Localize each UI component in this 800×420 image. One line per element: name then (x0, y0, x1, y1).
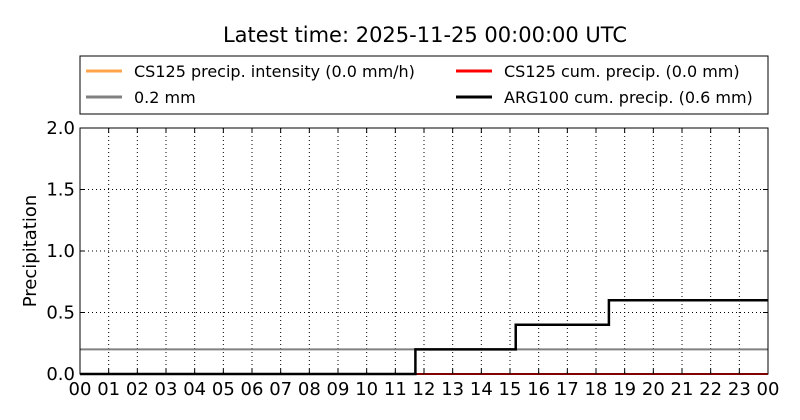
x-tick-label: 19 (613, 379, 636, 400)
x-tick-label: 14 (470, 379, 493, 400)
legend-entry-label: CS125 precip. intensity (0.0 mm/h) (134, 62, 415, 81)
x-tick-label: 11 (384, 379, 407, 400)
x-tick-label: 05 (212, 379, 235, 400)
ticks: 00 01 02 03 04 05 06 07 08 09 10 11 12 13 14 15 16 17 18 19… (46, 118, 779, 400)
grid-lines (80, 128, 768, 374)
x-tick-label: 12 (413, 379, 436, 400)
x-tick-label: 23 (728, 379, 751, 400)
series-line-arg100 (80, 298, 768, 376)
x-tick-label: 04 (183, 379, 206, 400)
legend-entry-label: 0.2 mm (134, 88, 196, 107)
x-tick-label: 06 (241, 379, 264, 400)
x-tick-label: 07 (269, 379, 292, 400)
y-tick-label: 1.0 (46, 241, 75, 262)
y-tick-label: 0.0 (46, 364, 75, 385)
y-tick-label: 0.5 (46, 303, 75, 324)
legend: CS125 precip. intensity (0.0 mm/h) CS125 … (79, 55, 769, 115)
x-tick-label: 08 (298, 379, 321, 400)
series-layer (80, 298, 768, 376)
x-tick-label: 00 (69, 379, 92, 400)
x-tick-label: 03 (155, 379, 178, 400)
x-tick-label: 18 (585, 379, 608, 400)
chart-title: Latest time: 2025-11-25 00:00:00 UTC (223, 23, 627, 47)
x-tick-label: 10 (355, 379, 378, 400)
x-tick-label: 16 (527, 379, 550, 400)
plot-area: 00 01 02 03 04 05 06 07 08 09 10 11 12 13 14 15 16 17 18 19… (46, 118, 779, 400)
y-tick-label: 1.5 (46, 180, 75, 201)
x-tick-label: 01 (97, 379, 120, 400)
legend-entry-label: ARG100 cum. precip. (0.6 mm) (504, 88, 753, 107)
legend-box (79, 55, 769, 115)
y-tick-label: 2.0 (46, 118, 75, 139)
y-axis-label: Precipitation (20, 195, 41, 308)
x-tick-label: 15 (499, 379, 522, 400)
x-tick-label: 02 (126, 379, 149, 400)
x-tick-label: 09 (327, 379, 350, 400)
x-tick-label: 13 (441, 379, 464, 400)
x-tick-label: 20 (642, 379, 665, 400)
x-tick-label: 21 (671, 379, 694, 400)
x-tick-label: 22 (699, 379, 722, 400)
x-tick-label: 00 (757, 379, 780, 400)
x-tick-label: 17 (556, 379, 579, 400)
legend-entry-label: CS125 cum. precip. (0.0 mm) (504, 62, 740, 81)
